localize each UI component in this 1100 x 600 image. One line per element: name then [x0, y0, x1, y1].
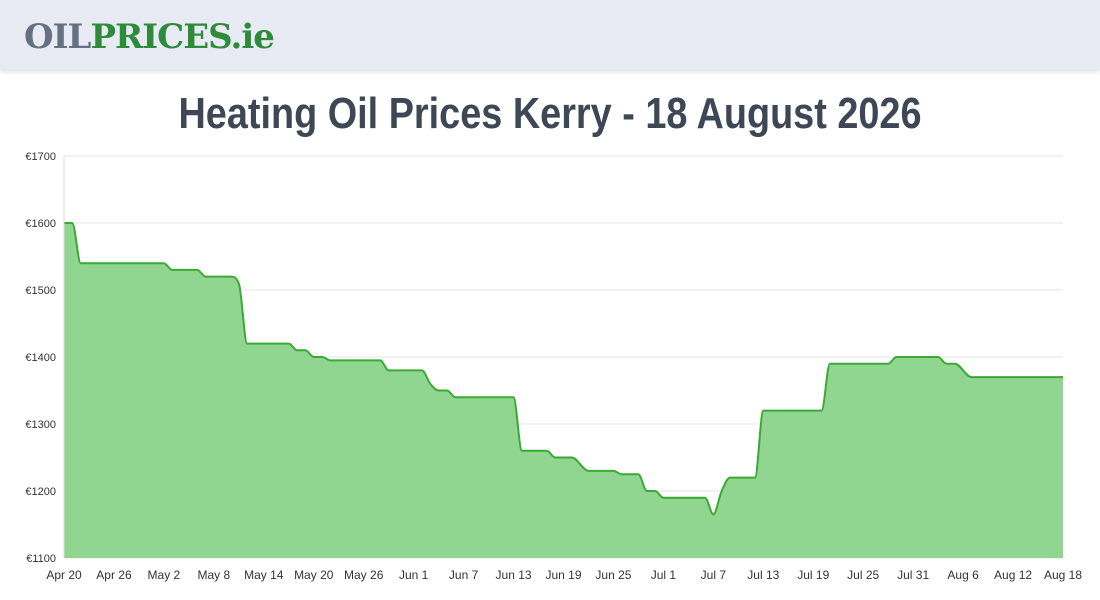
x-tick-label: Jul 25	[847, 568, 879, 582]
x-tick-label: Apr 20	[46, 568, 82, 582]
x-tick-label: Jun 25	[595, 568, 631, 582]
x-tick-label: Jul 1	[651, 568, 677, 582]
x-tick-label: May 26	[344, 568, 384, 582]
y-tick-label: €1400	[25, 352, 56, 364]
price-line	[63, 222, 1063, 516]
x-tick-label: Aug 12	[994, 568, 1032, 582]
x-tick-label: Apr 26	[96, 568, 132, 582]
x-tick-label: Jul 19	[797, 568, 829, 582]
x-tick-label: Aug 6	[947, 568, 979, 582]
logo-text-oil: OIL	[24, 17, 91, 57]
x-tick-label: May 20	[294, 568, 334, 582]
site-logo[interactable]: OILPRICES.ie	[24, 14, 275, 60]
x-tick-label: Jul 31	[897, 568, 929, 582]
x-tick-label: Jul 7	[701, 568, 727, 582]
price-area-fill	[64, 223, 1063, 558]
y-tick-label: €1100	[26, 553, 56, 565]
y-tick-label: €1300	[25, 419, 56, 431]
y-tick-label: €1200	[25, 486, 56, 498]
x-tick-label: Jun 7	[449, 568, 479, 582]
x-tick-label: Jun 13	[496, 568, 532, 582]
x-axis-ticks: Apr 20 Apr 26 May 2 May 8 May 14 May 20 May 26…	[46, 568, 1082, 582]
x-tick-label: Jun 19	[545, 568, 581, 582]
x-tick-label: May 8	[198, 568, 231, 582]
x-tick-label: Jul 13	[747, 568, 779, 582]
x-tick-label: May 14	[244, 568, 284, 582]
logo-text-prices: PRICES	[90, 17, 231, 57]
x-tick-label: May 2	[148, 568, 181, 582]
logo-text-ie: .ie	[230, 17, 274, 57]
chart-title: Heating Oil Prices Kerry - 18 August 202…	[178, 89, 922, 138]
y-axis-ticks: €1100 €1200 €1300 €1400 €1500 €1600 €1700	[25, 151, 56, 565]
x-tick-label: Jun 1	[399, 568, 429, 582]
y-tick-label: €1600	[25, 218, 56, 230]
x-tick-label: Aug 18	[1044, 568, 1082, 582]
y-tick-label: €1700	[25, 151, 56, 163]
site-header: OILPRICES.ie	[0, 0, 1100, 70]
y-tick-label: €1500	[25, 285, 56, 297]
